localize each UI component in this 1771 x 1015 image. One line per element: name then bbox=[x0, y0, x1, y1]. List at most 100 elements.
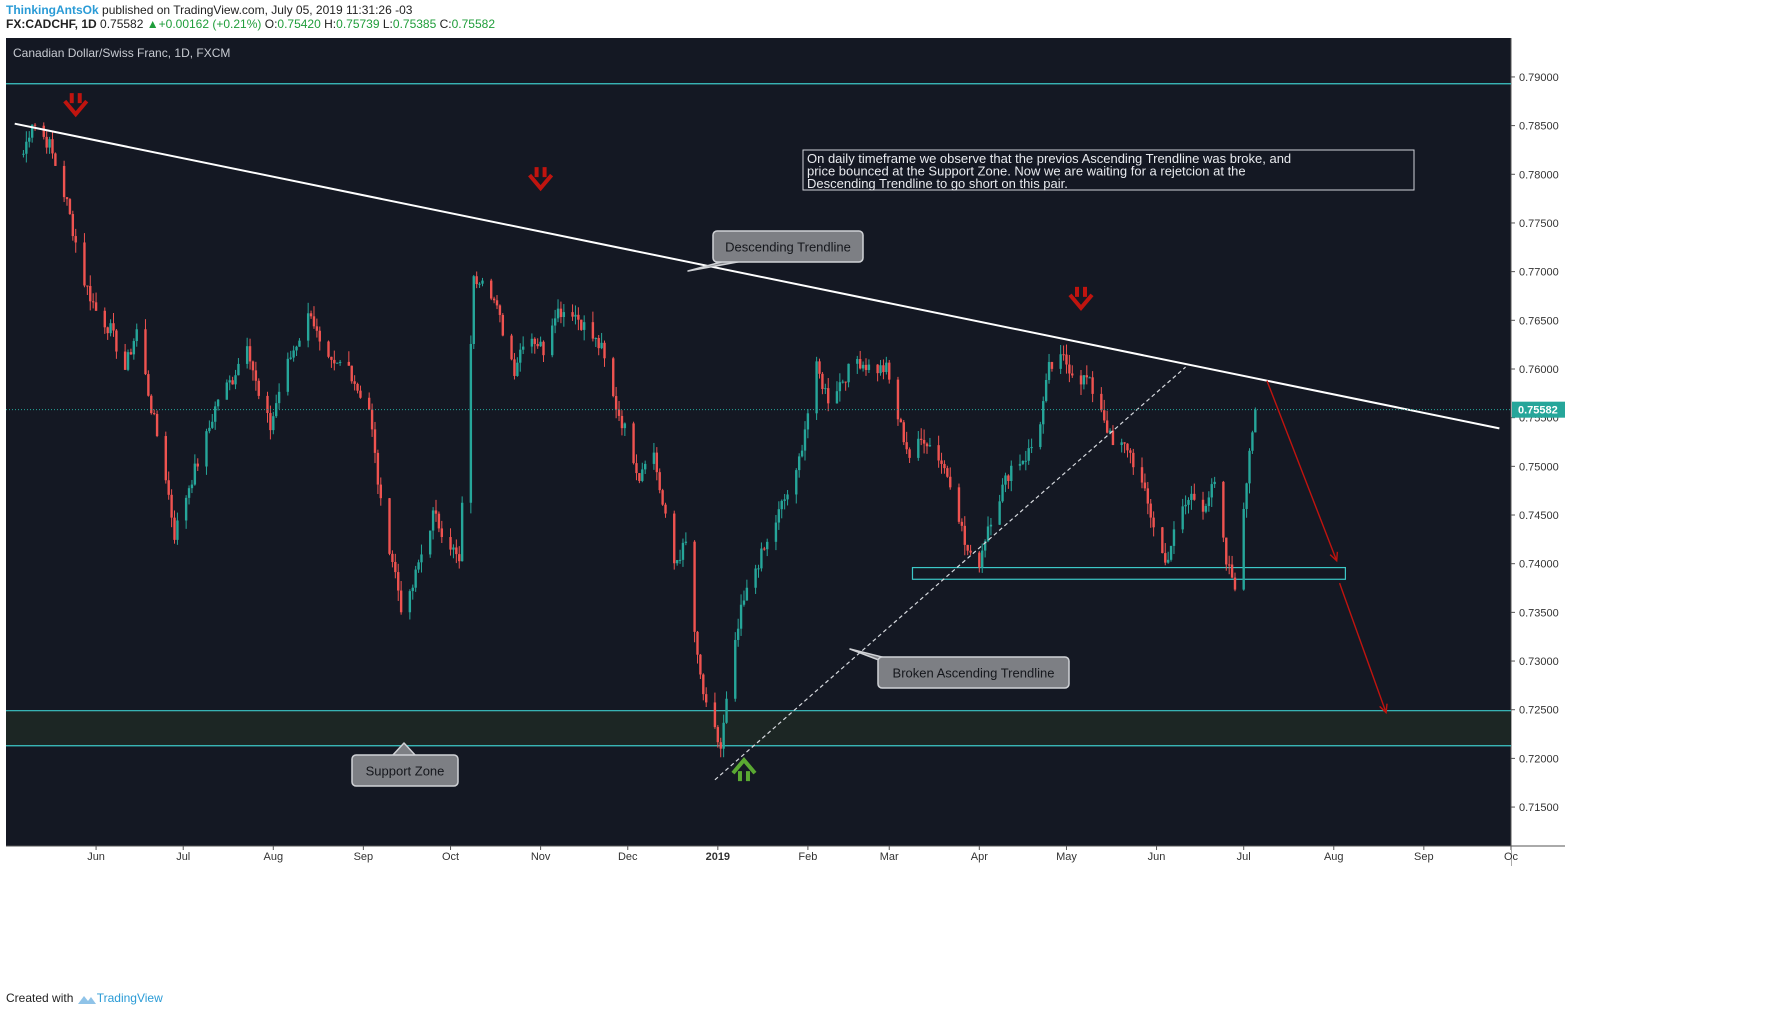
candle-body[interactable] bbox=[957, 487, 961, 522]
candle-body[interactable] bbox=[742, 600, 746, 605]
candle-body[interactable] bbox=[292, 350, 295, 358]
candle-body[interactable] bbox=[1227, 564, 1231, 566]
candle-body[interactable] bbox=[699, 654, 702, 675]
candle-body[interactable] bbox=[815, 361, 818, 414]
candle-body[interactable] bbox=[257, 380, 260, 396]
candle-body[interactable] bbox=[905, 442, 908, 450]
candle-body[interactable] bbox=[45, 136, 48, 148]
descending-trendline[interactable] bbox=[14, 122, 1500, 430]
candle-body[interactable] bbox=[856, 359, 859, 364]
candle-body[interactable] bbox=[1120, 442, 1123, 446]
candle-body[interactable] bbox=[841, 381, 844, 383]
candle-body[interactable] bbox=[1164, 553, 1167, 563]
candle-body[interactable] bbox=[1204, 505, 1208, 512]
descending-trendline-label[interactable]: Descending Trendline bbox=[687, 230, 864, 272]
candle-body[interactable] bbox=[54, 153, 57, 166]
candle-body[interactable] bbox=[591, 322, 595, 339]
candle-body[interactable] bbox=[760, 548, 763, 569]
candle-body[interactable] bbox=[722, 722, 725, 749]
candle-body[interactable] bbox=[437, 513, 441, 529]
candle-body[interactable] bbox=[571, 312, 574, 317]
candle-body[interactable] bbox=[696, 631, 699, 655]
candle-body[interactable] bbox=[411, 587, 414, 592]
down-arrow-icon[interactable] bbox=[1068, 286, 1094, 311]
candle-body[interactable] bbox=[1207, 497, 1211, 506]
candle-body[interactable] bbox=[126, 352, 130, 370]
candle-body[interactable] bbox=[211, 421, 214, 428]
candle-body[interactable] bbox=[1149, 503, 1152, 518]
candle-body[interactable] bbox=[327, 341, 330, 357]
candle-body[interactable] bbox=[74, 236, 77, 243]
support-zone-fill[interactable] bbox=[6, 710, 1511, 746]
candle-body[interactable] bbox=[777, 509, 781, 523]
candle-body[interactable] bbox=[193, 463, 197, 485]
candle-body[interactable] bbox=[684, 541, 688, 543]
candle-body[interactable] bbox=[597, 338, 600, 349]
candle-body[interactable] bbox=[1004, 475, 1007, 485]
candle-body[interactable] bbox=[155, 413, 159, 437]
candle-body[interactable] bbox=[65, 197, 69, 200]
candle-body[interactable] bbox=[318, 330, 321, 342]
candle-body[interactable] bbox=[353, 381, 356, 384]
candle-body[interactable] bbox=[1111, 430, 1115, 446]
candle-body[interactable] bbox=[745, 587, 749, 601]
candle-body[interactable] bbox=[30, 124, 34, 138]
candle-body[interactable] bbox=[946, 468, 949, 477]
candle-body[interactable] bbox=[213, 406, 217, 422]
candle-body[interactable] bbox=[1222, 481, 1225, 538]
candle-body[interactable] bbox=[42, 125, 45, 137]
candle-body[interactable] bbox=[553, 318, 557, 326]
candle-body[interactable] bbox=[620, 415, 624, 429]
candle-body[interactable] bbox=[937, 445, 940, 461]
candle-body[interactable] bbox=[917, 438, 920, 458]
candle-body[interactable] bbox=[577, 314, 580, 320]
candle-body[interactable] bbox=[1062, 354, 1065, 356]
candle-body[interactable] bbox=[1181, 506, 1184, 530]
candle-body[interactable] bbox=[475, 276, 478, 285]
candle-body[interactable] bbox=[33, 124, 37, 126]
candle-body[interactable] bbox=[1172, 529, 1176, 546]
candle-body[interactable] bbox=[556, 308, 560, 319]
candle-body[interactable] bbox=[978, 552, 981, 568]
candle-body[interactable] bbox=[68, 199, 72, 215]
candle-body[interactable] bbox=[582, 322, 586, 330]
candle-body[interactable] bbox=[164, 436, 167, 481]
candle-body[interactable] bbox=[513, 359, 516, 376]
candle-body[interactable] bbox=[91, 301, 95, 303]
candle-body[interactable] bbox=[800, 450, 804, 457]
candle-body[interactable] bbox=[399, 590, 403, 613]
candle-body[interactable] bbox=[359, 390, 362, 398]
demand-zone-box[interactable] bbox=[911, 566, 1346, 580]
candle-body[interactable] bbox=[847, 363, 850, 383]
candle-body[interactable] bbox=[533, 338, 536, 344]
candle-body[interactable] bbox=[330, 356, 333, 360]
candle-body[interactable] bbox=[1079, 375, 1083, 385]
candle-body[interactable] bbox=[658, 472, 661, 491]
candle-body[interactable] bbox=[234, 375, 237, 385]
candle-body[interactable] bbox=[1225, 537, 1228, 565]
candle-body[interactable] bbox=[623, 423, 627, 429]
candle-body[interactable] bbox=[112, 323, 115, 331]
candle-body[interactable] bbox=[1184, 504, 1187, 507]
candle-body[interactable] bbox=[237, 363, 240, 376]
candle-body[interactable] bbox=[408, 591, 412, 613]
candle-body[interactable] bbox=[766, 541, 769, 550]
candle-body[interactable] bbox=[922, 439, 926, 444]
candle-body[interactable] bbox=[266, 395, 269, 414]
candle-body[interactable] bbox=[225, 382, 229, 400]
candle-body[interactable] bbox=[1039, 424, 1042, 447]
candle-body[interactable] bbox=[315, 326, 319, 331]
candle-body[interactable] bbox=[1248, 450, 1251, 484]
candle-body[interactable] bbox=[885, 362, 888, 373]
candle-body[interactable] bbox=[420, 554, 423, 563]
candle-body[interactable] bbox=[797, 456, 801, 471]
candle-body[interactable] bbox=[1018, 463, 1022, 466]
candle-body[interactable] bbox=[638, 473, 641, 481]
candle-body[interactable] bbox=[635, 463, 638, 474]
down-arrow-icon[interactable] bbox=[528, 167, 554, 192]
candle-body[interactable] bbox=[969, 550, 972, 553]
candle-body[interactable] bbox=[1140, 467, 1144, 483]
candle-body[interactable] bbox=[1123, 442, 1126, 444]
candle-body[interactable] bbox=[228, 380, 231, 383]
candle-body[interactable] bbox=[495, 300, 499, 306]
